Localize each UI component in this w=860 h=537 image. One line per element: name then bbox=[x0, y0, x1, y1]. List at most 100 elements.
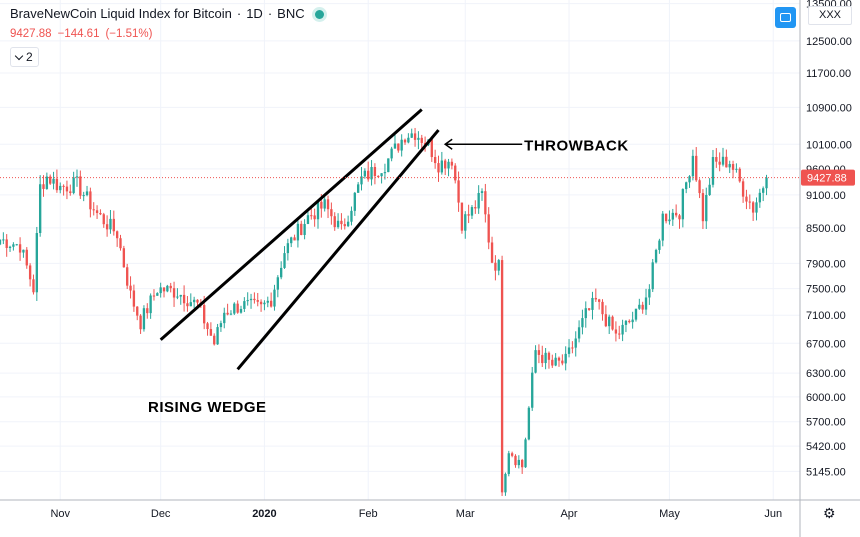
candle-up[interactable] bbox=[648, 289, 651, 298]
candle-down[interactable] bbox=[330, 209, 333, 217]
candle-down[interactable] bbox=[547, 352, 551, 360]
candle-up[interactable] bbox=[82, 195, 85, 197]
candle-down[interactable] bbox=[49, 176, 52, 184]
candle-up[interactable] bbox=[383, 172, 387, 174]
candle-down[interactable] bbox=[259, 301, 263, 305]
candle-up[interactable] bbox=[192, 299, 196, 303]
candle-down[interactable] bbox=[604, 314, 608, 327]
candle-up[interactable] bbox=[407, 137, 410, 143]
candle-down[interactable] bbox=[597, 299, 601, 302]
gear-icon[interactable]: ⚙ bbox=[823, 505, 836, 521]
candle-down[interactable] bbox=[55, 178, 59, 191]
candle-down[interactable] bbox=[450, 161, 454, 166]
candle-up[interactable] bbox=[765, 177, 768, 189]
candle-down[interactable] bbox=[28, 265, 32, 280]
candle-down[interactable] bbox=[571, 347, 574, 349]
candle-up[interactable] bbox=[189, 302, 192, 307]
candle-up[interactable] bbox=[249, 298, 253, 301]
candle-down[interactable] bbox=[236, 303, 239, 313]
candle-down[interactable] bbox=[132, 290, 136, 307]
candle-up[interactable] bbox=[15, 244, 18, 246]
candle-up[interactable] bbox=[390, 148, 393, 159]
candle-down[interactable] bbox=[209, 329, 213, 336]
candle-down[interactable] bbox=[628, 320, 631, 323]
candle-up[interactable] bbox=[360, 176, 363, 185]
candle-up[interactable] bbox=[323, 199, 326, 209]
candle-down[interactable] bbox=[62, 185, 65, 187]
candle-up[interactable] bbox=[534, 350, 537, 373]
candle-up[interactable] bbox=[577, 327, 581, 339]
candle-down[interactable] bbox=[340, 220, 343, 225]
candle-up[interactable] bbox=[149, 295, 152, 314]
candle-up[interactable] bbox=[35, 233, 38, 293]
candle-down[interactable] bbox=[433, 157, 437, 164]
candle-down[interactable] bbox=[741, 181, 745, 197]
candle-up[interactable] bbox=[762, 188, 765, 193]
candle-up[interactable] bbox=[755, 202, 758, 213]
candle-up[interactable] bbox=[246, 300, 249, 302]
candle-up[interactable] bbox=[624, 320, 628, 325]
candle-down[interactable] bbox=[79, 176, 82, 196]
candle-up[interactable] bbox=[497, 260, 500, 271]
candle-down[interactable] bbox=[129, 285, 132, 291]
candle-up[interactable] bbox=[223, 312, 226, 324]
candle-up[interactable] bbox=[350, 210, 353, 222]
candle-down[interactable] bbox=[95, 210, 99, 214]
symbol-tag[interactable]: XXX bbox=[808, 6, 852, 25]
candle-down[interactable] bbox=[226, 312, 229, 315]
candle-down[interactable] bbox=[678, 215, 681, 220]
candle-down[interactable] bbox=[601, 301, 604, 315]
candle-up[interactable] bbox=[584, 308, 587, 319]
candle-down[interactable] bbox=[300, 223, 303, 235]
candle-up[interactable] bbox=[303, 223, 306, 235]
candle-up[interactable] bbox=[658, 240, 661, 250]
candle-up[interactable] bbox=[504, 473, 507, 493]
candle-up[interactable] bbox=[531, 372, 534, 408]
candle-up[interactable] bbox=[708, 184, 711, 195]
candle-down[interactable] bbox=[373, 167, 377, 177]
candle-up[interactable] bbox=[266, 300, 269, 303]
candle-up[interactable] bbox=[22, 249, 25, 253]
candle-up[interactable] bbox=[591, 297, 594, 310]
candle-down[interactable] bbox=[674, 212, 678, 216]
candle-down[interactable] bbox=[467, 214, 470, 216]
candle-down[interactable] bbox=[725, 156, 728, 168]
candle-down[interactable] bbox=[494, 262, 497, 271]
candle-down[interactable] bbox=[119, 238, 122, 249]
candle-down[interactable] bbox=[25, 249, 28, 266]
candle-up[interactable] bbox=[387, 158, 390, 173]
candle-down[interactable] bbox=[182, 294, 186, 304]
candle-down[interactable] bbox=[269, 300, 273, 307]
candle-down[interactable] bbox=[320, 201, 323, 209]
candle-down[interactable] bbox=[367, 170, 370, 180]
candle-down[interactable] bbox=[333, 216, 336, 228]
candle-down[interactable] bbox=[618, 333, 621, 335]
candle-down[interactable] bbox=[253, 298, 256, 301]
candle-up[interactable] bbox=[52, 178, 55, 184]
candle-up[interactable] bbox=[393, 143, 397, 149]
candle-up[interactable] bbox=[283, 253, 286, 268]
candle-up[interactable] bbox=[574, 338, 577, 348]
candle-down[interactable] bbox=[186, 303, 189, 307]
candle-down[interactable] bbox=[377, 176, 380, 178]
candle-up[interactable] bbox=[447, 161, 450, 169]
candle-down[interactable] bbox=[437, 163, 440, 173]
candle-down[interactable] bbox=[695, 155, 698, 181]
candle-up[interactable] bbox=[544, 352, 547, 364]
candle-up[interactable] bbox=[273, 289, 276, 307]
candle-down[interactable] bbox=[748, 201, 751, 203]
candle-up[interactable] bbox=[621, 324, 624, 335]
candle-up[interactable] bbox=[668, 219, 671, 222]
candle-down[interactable] bbox=[172, 288, 176, 298]
candle-up[interactable] bbox=[8, 246, 12, 248]
candle-up[interactable] bbox=[524, 439, 527, 468]
candle-up[interactable] bbox=[758, 192, 762, 203]
candle-down[interactable] bbox=[641, 304, 644, 310]
candle-down[interactable] bbox=[326, 199, 330, 210]
candle-up[interactable] bbox=[85, 191, 89, 196]
candle-up[interactable] bbox=[480, 191, 484, 194]
candle-down[interactable] bbox=[89, 191, 92, 210]
candle-down[interactable] bbox=[403, 139, 407, 143]
candle-up[interactable] bbox=[517, 459, 520, 466]
candle-up[interactable] bbox=[634, 308, 638, 320]
